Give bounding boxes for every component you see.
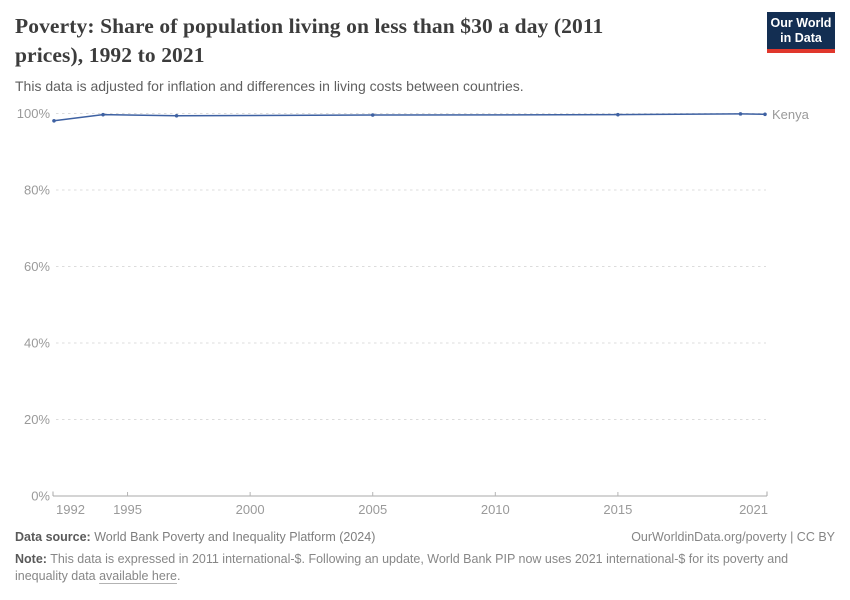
x-axis-tick-label: 2005 bbox=[358, 502, 387, 517]
source-row: Data source: World Bank Poverty and Ineq… bbox=[15, 529, 835, 545]
chart-note: Note: This data is expressed in 2011 int… bbox=[15, 551, 835, 585]
data-source-text: World Bank Poverty and Inequality Platfo… bbox=[94, 530, 376, 544]
chart-header: Poverty: Share of population living on l… bbox=[15, 12, 835, 95]
y-axis-tick-label: 80% bbox=[24, 183, 50, 198]
y-axis-tick-label: 100% bbox=[17, 106, 51, 121]
series-line-kenya[interactable] bbox=[53, 113, 766, 122]
note-available-here-link[interactable]: available here bbox=[99, 569, 177, 583]
y-axis-tick-label: 40% bbox=[24, 336, 50, 351]
x-axis-tick-label: 2000 bbox=[236, 502, 265, 517]
title-block: Poverty: Share of population living on l… bbox=[15, 12, 655, 95]
x-axis-tick-label: 1992 bbox=[56, 502, 85, 517]
owid-logo-line2: in Data bbox=[780, 30, 822, 45]
data-source: Data source: World Bank Poverty and Ineq… bbox=[15, 529, 375, 545]
x-axis-tick-label: 2010 bbox=[481, 502, 510, 517]
owid-logo-line1: Our World bbox=[770, 15, 832, 30]
data-source-label: Data source: bbox=[15, 530, 91, 544]
entity-label[interactable]: Kenya bbox=[772, 107, 810, 122]
x-axis-tick-label: 1995 bbox=[113, 502, 142, 517]
data-point[interactable] bbox=[101, 112, 105, 117]
data-point[interactable] bbox=[616, 112, 620, 117]
data-point[interactable] bbox=[738, 112, 743, 116]
data-point[interactable] bbox=[52, 118, 56, 123]
chart-footer: Data source: World Bank Poverty and Ineq… bbox=[15, 529, 835, 585]
y-axis-tick-label: 20% bbox=[24, 412, 50, 427]
data-point[interactable] bbox=[763, 112, 767, 117]
y-axis-tick-label: 60% bbox=[24, 259, 50, 274]
note-text: This data is expressed in 2011 internati… bbox=[15, 552, 789, 583]
note-period: . bbox=[176, 569, 181, 583]
chart-subtitle: This data is adjusted for inflation and … bbox=[15, 78, 524, 94]
data-point[interactable] bbox=[370, 113, 375, 117]
chart-title: Poverty: Share of population living on l… bbox=[15, 14, 604, 67]
note-label: Note: bbox=[15, 552, 47, 566]
data-point[interactable] bbox=[174, 113, 179, 118]
y-axis-tick-label: 0% bbox=[31, 489, 50, 504]
license-link[interactable]: OurWorldinData.org/poverty | CC BY bbox=[631, 530, 835, 544]
owid-logo[interactable]: Our World in Data bbox=[767, 12, 835, 53]
x-axis-tick-label: 2021 bbox=[739, 502, 768, 517]
x-axis-tick-label: 2015 bbox=[603, 502, 632, 517]
